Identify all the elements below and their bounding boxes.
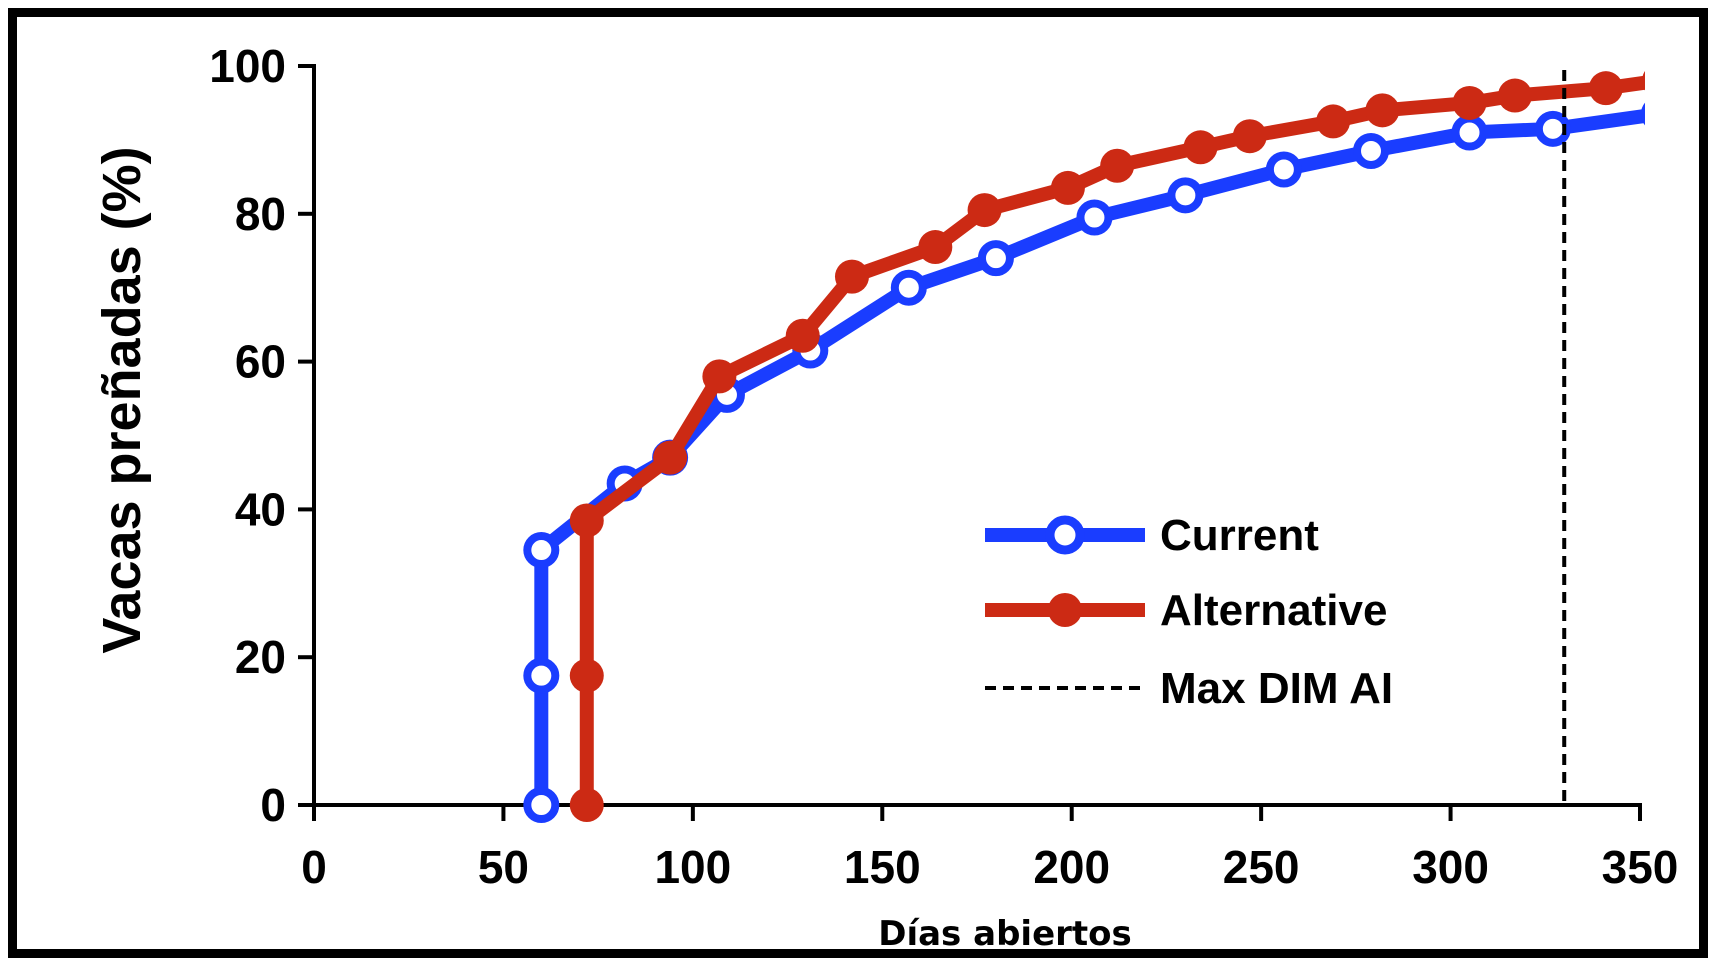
legend-alternative-marker xyxy=(1048,593,1082,627)
alternative-point xyxy=(569,788,604,822)
current-point xyxy=(890,269,927,306)
legend-max-dim-ai-label: Max DIM AI xyxy=(1160,664,1393,713)
current-point xyxy=(1265,151,1302,188)
current-point xyxy=(1353,132,1390,169)
alternative-point xyxy=(1588,71,1623,106)
x-tick-label: 200 xyxy=(1033,841,1110,893)
y-axis-label: Vacas preñadas (%) xyxy=(92,146,152,653)
axes xyxy=(312,64,1642,807)
current-point xyxy=(1167,177,1204,214)
current-point xyxy=(1534,110,1571,147)
current-point xyxy=(523,787,560,823)
x-tick-label: 150 xyxy=(844,841,921,893)
legend-item-alternative: Alternative xyxy=(985,586,1387,635)
x-tick-label: 350 xyxy=(1602,841,1679,893)
legend-item-current: Current xyxy=(985,511,1319,560)
alternative-point xyxy=(834,259,869,294)
current-point xyxy=(523,532,560,569)
legend-current-label: Current xyxy=(1160,511,1319,560)
current-point xyxy=(1451,114,1488,151)
alternative-point xyxy=(918,230,953,265)
axis-ticks: 0 20 40 60 80 100 0 50 100 150 200 250 300 350 xyxy=(209,40,1678,893)
alternative-point xyxy=(1452,85,1487,120)
x-tick-label: 0 xyxy=(301,841,327,893)
y-tick-label: 20 xyxy=(235,631,286,683)
series-alternative xyxy=(569,71,1645,822)
alternative-point xyxy=(1232,119,1267,154)
current-point xyxy=(1640,102,1645,126)
alternative-point xyxy=(653,440,688,475)
legend-item-max-dim-ai: Max DIM AI xyxy=(985,664,1393,713)
legend-alternative-label: Alternative xyxy=(1160,586,1387,635)
legend: Current Alternative Max DIM AI xyxy=(985,511,1393,713)
chart-frame xyxy=(8,8,1708,958)
y-tick-label: 80 xyxy=(235,188,286,240)
alternative-point xyxy=(702,359,737,394)
current-point xyxy=(977,240,1014,277)
alternative-point xyxy=(785,318,820,353)
alternative-point xyxy=(569,658,604,693)
alternative-point xyxy=(1641,71,1645,91)
x-tick-label: 300 xyxy=(1412,841,1489,893)
y-tick-label: 100 xyxy=(209,40,286,92)
alternative-point xyxy=(1316,104,1351,139)
x-axis-label: Días abiertos xyxy=(878,914,1132,954)
y-tick-label: 0 xyxy=(260,779,286,831)
alternative-point xyxy=(1183,130,1218,165)
alternative-point xyxy=(1497,78,1532,113)
x-tick-label: 100 xyxy=(654,841,731,893)
y-tick-label: 60 xyxy=(235,336,286,388)
y-tick-label: 40 xyxy=(235,483,286,535)
alternative-point xyxy=(569,503,604,538)
series-layer xyxy=(523,70,1645,823)
alternative-point xyxy=(967,193,1002,228)
x-tick-label: 50 xyxy=(478,841,529,893)
alternative-point xyxy=(1050,170,1085,205)
series-current xyxy=(523,102,1645,823)
legend-current-marker xyxy=(1045,515,1085,555)
x-tick-label: 250 xyxy=(1223,841,1300,893)
current-point xyxy=(523,657,560,694)
alternative-line xyxy=(579,75,1645,812)
alternative-point xyxy=(1365,93,1400,128)
alternative-point xyxy=(1100,148,1135,183)
current-point xyxy=(1076,199,1113,236)
